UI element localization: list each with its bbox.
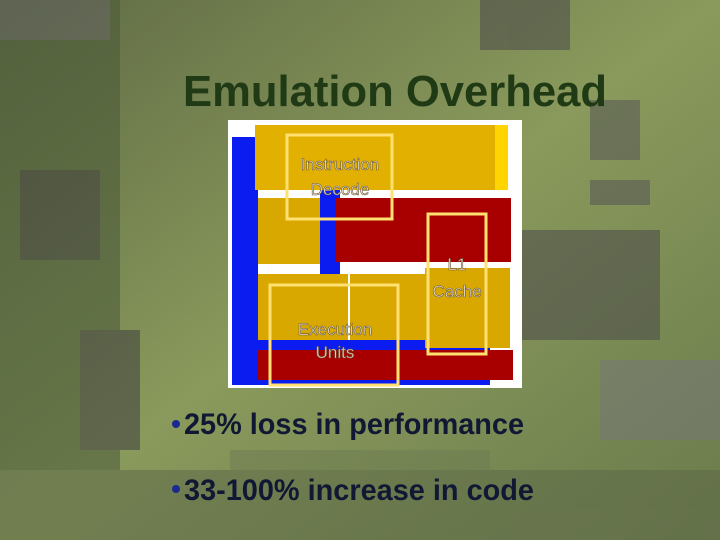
bullet-text: 33-100% increase in code [184,474,534,507]
diagram-label: Execution [298,320,373,339]
diagram-label: L1 [448,255,467,274]
bullet-dot [172,485,180,493]
cpu-diagram [228,120,522,388]
slide-title: Emulation Overhead [183,67,607,116]
diagram-label: Instruction [301,155,379,174]
diagram-label: Cache [432,282,481,301]
diagram-label: Decode [311,180,370,199]
diagram-label: Units [316,343,355,362]
bullet-dot [172,420,180,428]
bullet-text: 25% loss in performance [184,408,524,441]
